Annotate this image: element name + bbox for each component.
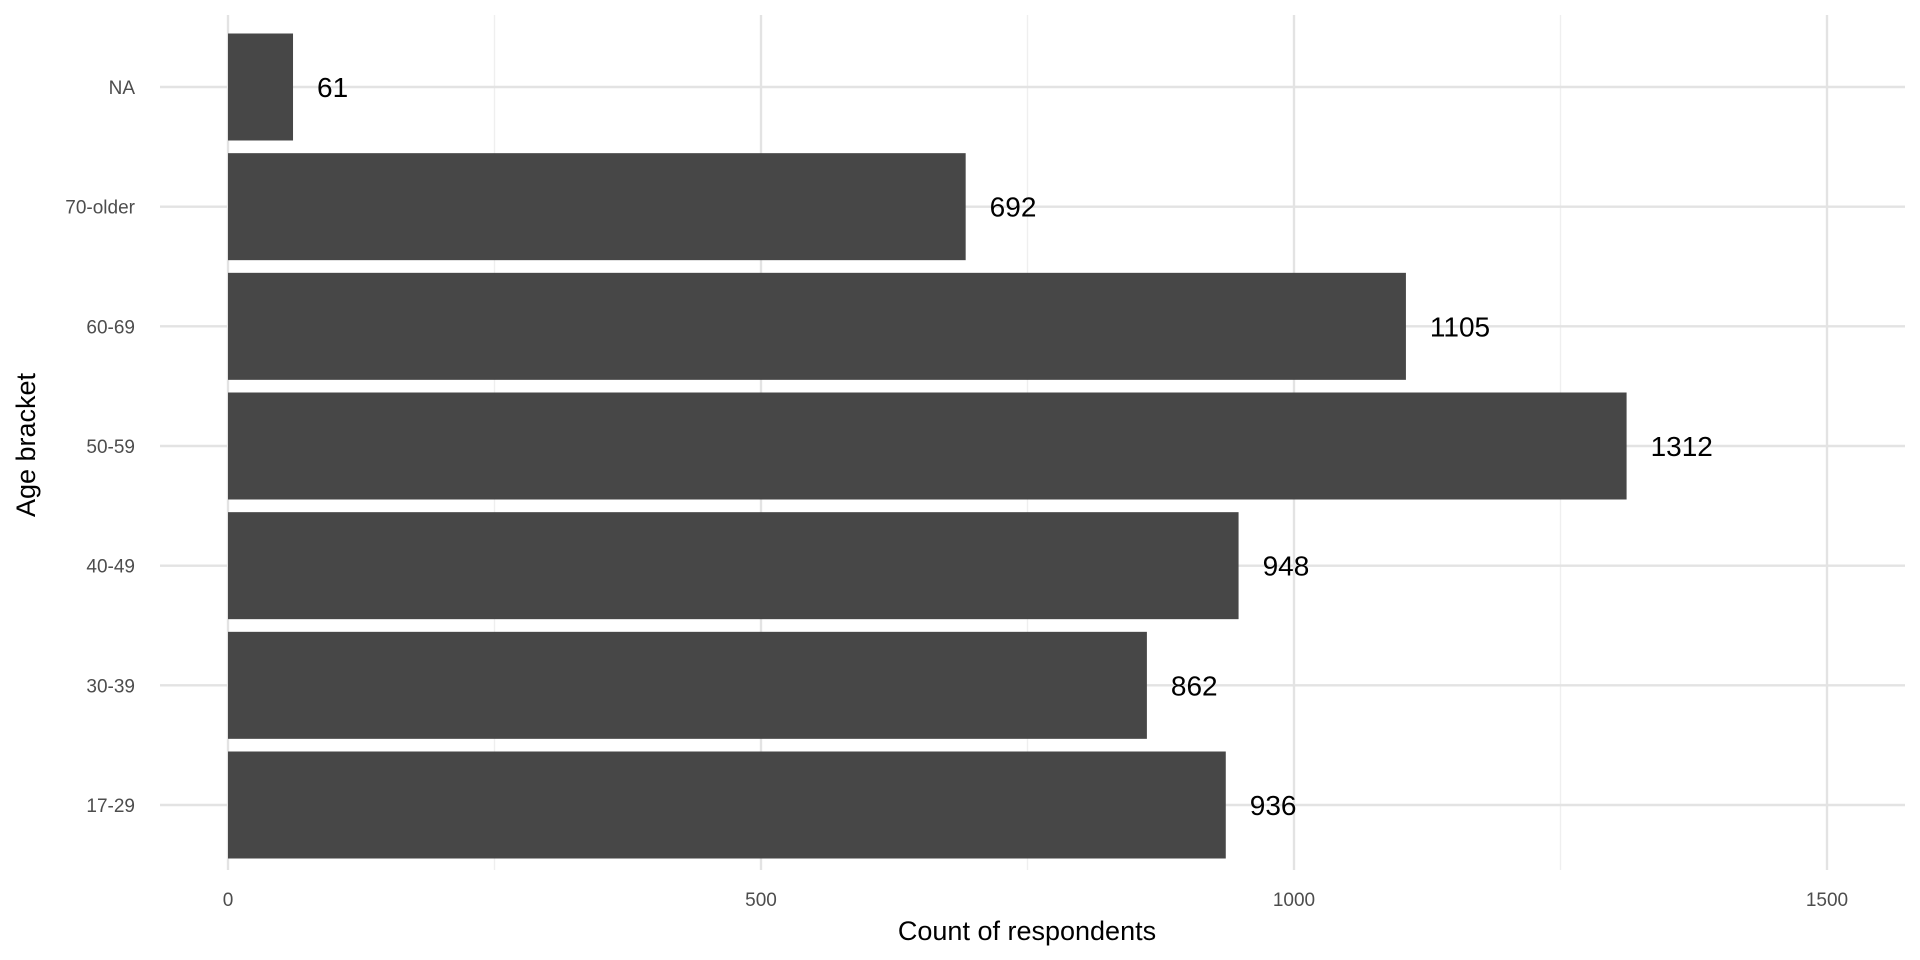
y-tick-label: 40-49 — [86, 557, 135, 578]
data-labels: 936 862 948 1312 1105 692 61 — [317, 72, 1713, 821]
bar-50-59 — [228, 392, 1627, 500]
x-tick-label: 1500 — [1806, 890, 1848, 911]
x-axis-tick-labels: 0 500 1000 1500 — [223, 890, 1848, 911]
bar-40-49 — [228, 512, 1239, 620]
y-axis-title: Age bracket — [11, 372, 41, 517]
y-tick-label: 50-59 — [86, 437, 135, 458]
y-tick-label: 70-older — [65, 198, 135, 219]
bar-70-older — [228, 153, 966, 261]
x-axis-title: Count of respondents — [898, 916, 1156, 946]
data-label-NA: 61 — [317, 72, 348, 103]
x-tick-label: 1000 — [1273, 890, 1315, 911]
data-label-60-69: 1105 — [1430, 311, 1490, 342]
bar-30-39 — [228, 631, 1147, 739]
data-label-30-39: 862 — [1171, 670, 1218, 701]
bar-17-29 — [228, 751, 1226, 859]
bar-NA — [228, 33, 294, 141]
y-tick-label: 17-29 — [86, 796, 135, 817]
data-label-50-59: 1312 — [1651, 431, 1713, 462]
bars — [228, 33, 1627, 859]
data-label-40-49: 948 — [1263, 551, 1310, 582]
y-tick-label: 60-69 — [86, 317, 135, 338]
data-label-70-older: 692 — [990, 192, 1037, 223]
bar-60-69 — [228, 272, 1406, 380]
x-tick-label: 500 — [745, 890, 777, 911]
data-label-17-29: 936 — [1250, 790, 1297, 821]
y-tick-label: NA — [109, 78, 136, 99]
y-axis-tick-labels: 17-29 30-39 40-49 50-59 60-69 70-older NA — [65, 78, 135, 817]
y-tick-label: 30-39 — [86, 676, 135, 697]
x-tick-label: 0 — [223, 890, 234, 911]
